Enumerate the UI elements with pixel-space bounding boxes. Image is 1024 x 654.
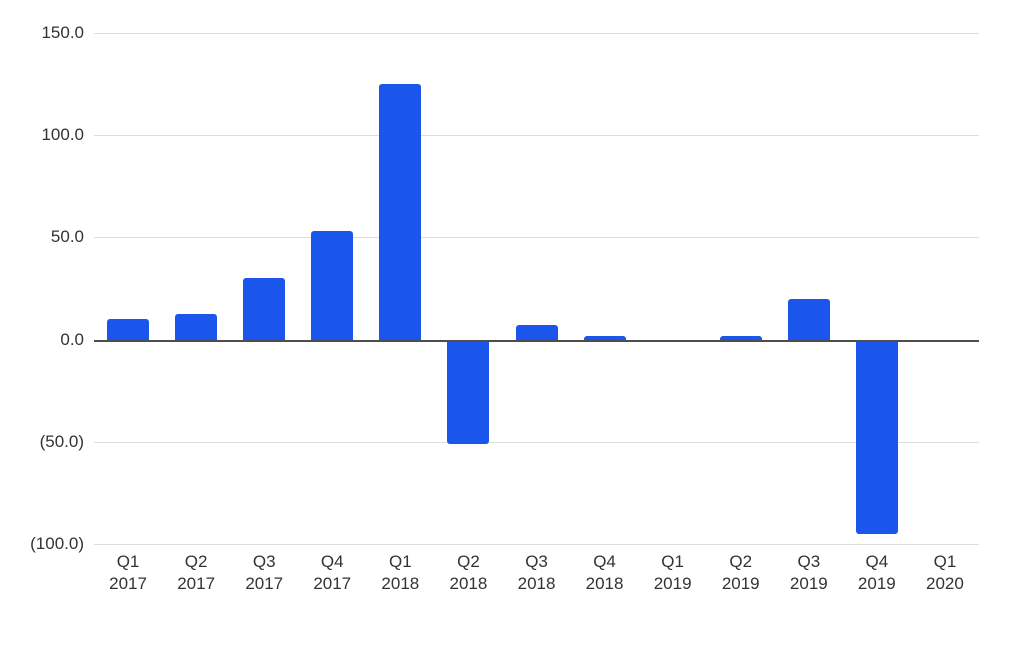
x-tick-label-q2-2017: Q2 2017 [177,552,216,593]
bar-q4-2018 [583,335,626,340]
bar-q2-2019 [719,335,762,340]
y-tick-label--50: (50.0) [39,431,84,451]
bar-q2-2018 [447,339,490,444]
bar-q4-2019 [855,339,898,534]
x-tick-label-q3-2017: Q3 2017 [245,552,284,593]
bar-q3-2018 [515,325,558,340]
x-tick-label-q1-2019: Q1 2019 [653,552,692,593]
bar-q1-2017 [107,319,149,340]
x-tick-label-q1-2020: Q1 2020 [926,552,964,593]
gridline-50 [94,237,979,239]
zero-axis-line [94,339,979,342]
x-tick-label-q4-2017: Q4 2017 [313,552,352,593]
plot-area [94,33,979,545]
x-tick-label-q1-2018: Q1 2018 [381,552,420,593]
x-tick-label-q1-2017: Q1 2017 [109,552,147,593]
bar-q3-2019 [787,298,830,340]
y-tick-label-100: 100.0 [41,125,84,145]
bar-q4-2017 [311,231,354,340]
bar-q1-2018 [379,84,422,340]
y-tick-label--100: (100.0) [30,534,84,553]
y-tick-label-50: 50.0 [50,227,84,247]
x-tick-label-q4-2019: Q4 2019 [857,552,896,593]
gridline--100 [94,544,979,545]
x-tick-label-q2-2018: Q2 2018 [449,552,488,593]
y-tick-label-150: 150.0 [41,23,84,42]
gridline--50 [94,441,979,443]
x-tick-label-q4-2018: Q4 2018 [585,552,624,593]
x-tick-label-q2-2019: Q2 2019 [721,552,760,593]
bar-q3-2017 [243,278,286,340]
x-tick-label-q3-2018: Q3 2018 [517,552,556,593]
y-tick-label-0: 0.0 [60,329,84,349]
x-tick-label-q3-2019: Q3 2019 [789,552,828,593]
gridline-100 [94,135,979,137]
gridline-150 [94,33,979,34]
bar-q2-2017 [175,314,218,340]
